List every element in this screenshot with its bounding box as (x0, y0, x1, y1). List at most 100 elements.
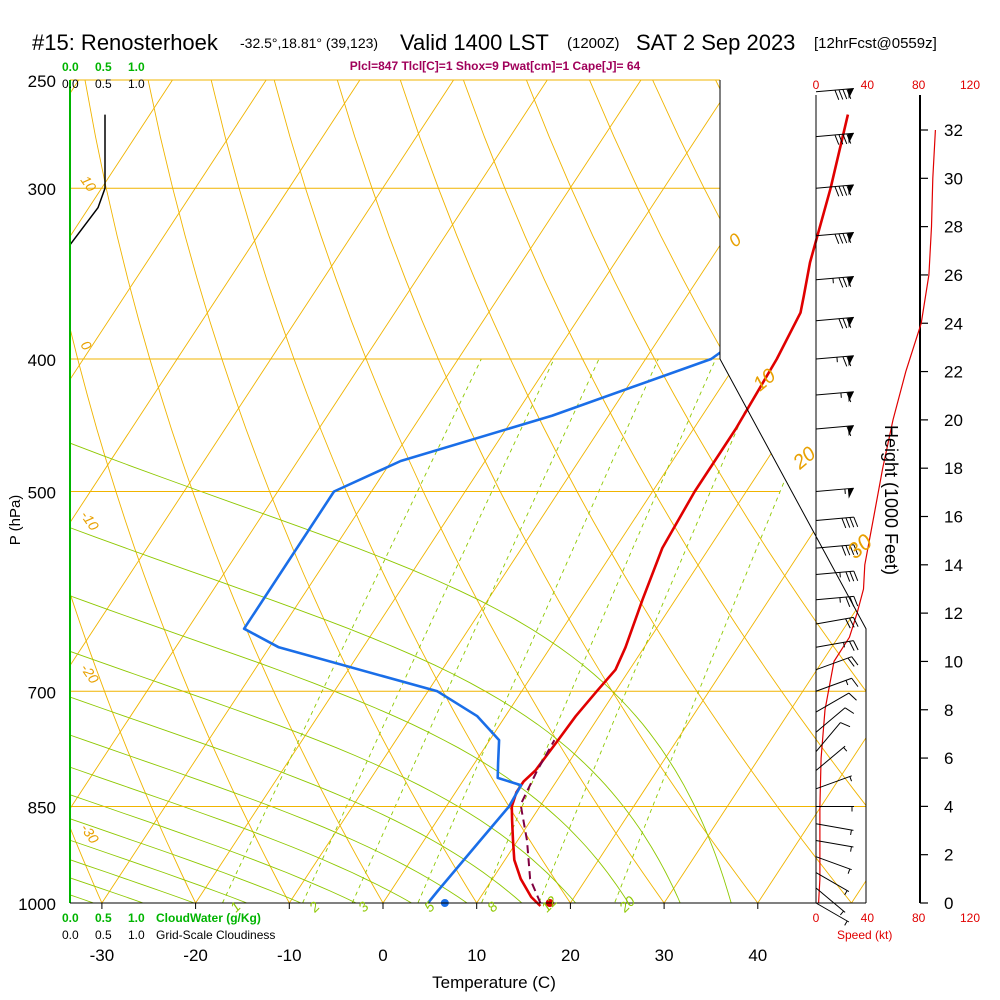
wind-barb-half (845, 680, 849, 686)
speed-tick-label: 0 (813, 911, 820, 925)
wind-barb-shaft (815, 707, 846, 733)
moist-adiabat-line (70, 80, 505, 903)
height-tick-label: 26 (944, 266, 963, 285)
wind-barb (815, 745, 848, 771)
wind-barb-half (850, 846, 852, 852)
height-tick-label: 4 (944, 797, 953, 816)
height-tick-label: 2 (944, 846, 953, 865)
isotherm-line (70, 80, 260, 903)
wind-barb-shaft (815, 570, 854, 575)
speed-tick-label: 80 (912, 78, 926, 92)
wind-barb-shaft (815, 316, 854, 322)
wind-barb-full (834, 233, 840, 244)
dry-adiabat-line (0, 0, 20, 932)
moist-adiabat-line (70, 80, 693, 903)
wind-barb-shaft (815, 425, 854, 430)
wind-barb-shaft (815, 275, 854, 281)
isotherm-label: -30 (78, 821, 103, 847)
pressure-tick-label: 400 (28, 351, 56, 370)
temperature-tick-label: 40 (748, 946, 767, 965)
wind-barb (815, 823, 854, 835)
dry-adiabat-line (242, 80, 686, 903)
dry-adiabat-label: 10 (749, 365, 780, 396)
wind-barb-shaft (815, 775, 852, 790)
wind-barb-full (853, 516, 859, 528)
speed-tick-label: 120 (960, 911, 980, 925)
speed-tick-label: 40 (861, 911, 875, 925)
height-tick-label: 28 (944, 218, 963, 237)
wind-barb (815, 722, 851, 752)
mixing-ratio-label: 2 (305, 898, 323, 916)
wind-barb (815, 656, 859, 671)
temperature-line (510, 114, 850, 907)
wind-barb (815, 616, 859, 629)
wind-barb-half (844, 920, 848, 926)
wind-barb-full (846, 88, 852, 99)
cloudwater-tick: 1.0 (128, 60, 145, 74)
dry-adiabat-line (70, 80, 211, 903)
wind-barb-full (851, 656, 859, 666)
wind-barb-shaft (815, 391, 854, 396)
isotherm-line (101, 80, 729, 903)
mixing-ratio-line (289, 358, 555, 903)
wind-barb-full (853, 596, 859, 607)
speed-tick-label: 0 (813, 78, 820, 92)
isotherm-label: -10 (78, 508, 103, 534)
moist-adiabat-line (70, 80, 412, 903)
cloudiness-tick: 0.0 (62, 928, 79, 942)
speed-axis-title: Speed (kt) (837, 928, 892, 942)
wind-barb-full (841, 545, 847, 556)
wind-barb (815, 640, 859, 651)
height-tick-label: 18 (944, 459, 963, 478)
height-tick-label: 0 (944, 894, 953, 913)
wind-barb-full (846, 185, 852, 196)
wind-barb-full (838, 318, 844, 329)
isotherm-line (570, 80, 866, 903)
wind-barb-full (849, 517, 855, 528)
cloudwater-label: CloudWater (g/Kg) (156, 911, 261, 925)
height-tick-label: 8 (944, 701, 953, 720)
wind-barb-shaft (815, 745, 846, 771)
wind-barb (815, 184, 854, 197)
mixing-ratio-line (602, 358, 836, 903)
wind-barb (815, 707, 855, 733)
height-tick-label: 6 (944, 749, 953, 768)
diagram-boundary (719, 80, 867, 903)
wind-barb-half (847, 868, 851, 874)
cloudwater-tick: 0.5 (95, 911, 112, 925)
isotherm-line (476, 80, 866, 903)
pressure-tick-label: 500 (28, 484, 56, 503)
height-tick-label: 10 (944, 652, 963, 671)
cloudiness-tick: 1.0 (128, 928, 145, 942)
wind-barb-full (849, 617, 855, 628)
height-tick-label: 20 (944, 411, 963, 430)
wind-barb-shaft (815, 516, 854, 521)
cloudiness-tick: 0.5 (95, 928, 112, 942)
wind-barb-shaft (815, 616, 854, 625)
mixing-ratio-line (526, 358, 768, 903)
wind-barb (815, 872, 850, 896)
cloudiness-tick: 1.0 (128, 77, 145, 91)
isotherm-line (195, 80, 822, 903)
wind-barb-full (846, 426, 852, 437)
temperature-tick-label: 30 (655, 946, 674, 965)
wind-barb (815, 544, 859, 556)
valid-date: SAT 2 Sep 2023 (636, 30, 795, 55)
wind-barb-full (846, 317, 852, 328)
cloudwater-tick: 0.0 (62, 60, 79, 74)
isotherm-label: 10 (78, 173, 100, 195)
wind-barb (815, 231, 854, 244)
wind-barb-shaft (815, 487, 854, 492)
mixing-ratio-line (208, 358, 482, 903)
temperature-tick-label: -30 (90, 946, 115, 965)
isotherm-line (70, 80, 73, 903)
wind-barb-full (838, 233, 844, 244)
wind-barb-full (846, 276, 852, 287)
wind-barb-full (845, 596, 851, 608)
diagram-lines (0, 0, 866, 932)
wind-barb-flag (847, 488, 854, 499)
height-axis-title: Height (1000 Feet) (881, 425, 901, 575)
speed-tick-label: 120 (960, 78, 980, 92)
wind-barb-full (853, 570, 859, 582)
